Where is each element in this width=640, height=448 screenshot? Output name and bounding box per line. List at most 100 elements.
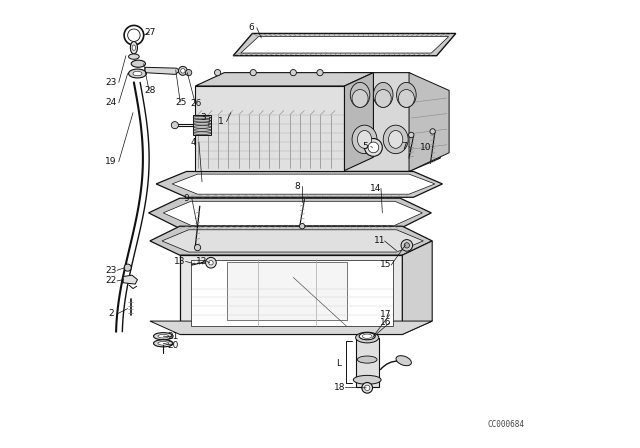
Ellipse shape — [396, 356, 412, 366]
Circle shape — [186, 69, 192, 76]
Ellipse shape — [193, 116, 211, 119]
Text: L: L — [336, 359, 341, 368]
Text: 12: 12 — [196, 257, 207, 266]
Polygon shape — [344, 73, 440, 172]
Circle shape — [362, 383, 372, 393]
Circle shape — [209, 260, 213, 265]
Ellipse shape — [158, 334, 168, 338]
Ellipse shape — [193, 125, 211, 128]
Text: 13: 13 — [175, 257, 186, 266]
Circle shape — [250, 69, 257, 76]
Circle shape — [180, 69, 185, 73]
Polygon shape — [233, 34, 456, 56]
Ellipse shape — [154, 340, 173, 347]
Text: 20: 20 — [168, 340, 179, 349]
Text: 23: 23 — [105, 266, 116, 275]
Circle shape — [205, 258, 216, 268]
Circle shape — [214, 69, 221, 76]
Circle shape — [365, 138, 382, 156]
Polygon shape — [172, 174, 435, 194]
Text: 4: 4 — [190, 138, 196, 146]
Text: 15: 15 — [380, 260, 392, 269]
Polygon shape — [124, 275, 138, 284]
Polygon shape — [150, 321, 432, 334]
Text: 6: 6 — [248, 23, 254, 32]
Circle shape — [404, 243, 410, 248]
Polygon shape — [403, 241, 432, 334]
Ellipse shape — [350, 82, 370, 108]
Text: 10: 10 — [420, 143, 432, 152]
Polygon shape — [227, 262, 347, 320]
Ellipse shape — [154, 332, 173, 340]
Circle shape — [401, 240, 413, 251]
Ellipse shape — [133, 71, 142, 76]
Circle shape — [365, 385, 370, 391]
Text: 21: 21 — [168, 332, 179, 341]
Ellipse shape — [129, 54, 140, 59]
Ellipse shape — [352, 125, 377, 154]
Polygon shape — [180, 255, 403, 334]
Circle shape — [172, 121, 179, 129]
Ellipse shape — [353, 375, 381, 384]
Text: 19: 19 — [105, 157, 116, 166]
Polygon shape — [241, 37, 449, 53]
Ellipse shape — [359, 332, 375, 340]
Text: 16: 16 — [380, 319, 392, 327]
Circle shape — [368, 142, 379, 153]
Circle shape — [317, 69, 323, 76]
Ellipse shape — [357, 130, 372, 148]
Polygon shape — [148, 198, 431, 228]
Ellipse shape — [193, 122, 211, 125]
Polygon shape — [191, 260, 394, 327]
Text: 17: 17 — [380, 310, 392, 319]
Circle shape — [430, 129, 435, 134]
Text: 23: 23 — [105, 78, 116, 87]
Ellipse shape — [193, 129, 211, 131]
Circle shape — [124, 264, 131, 271]
Ellipse shape — [131, 60, 145, 67]
Ellipse shape — [397, 82, 416, 108]
Polygon shape — [195, 73, 373, 86]
Circle shape — [124, 26, 144, 45]
Text: 14: 14 — [370, 184, 381, 193]
Ellipse shape — [375, 90, 391, 108]
Text: 22: 22 — [105, 276, 116, 285]
Ellipse shape — [362, 334, 372, 338]
Polygon shape — [163, 201, 422, 225]
Ellipse shape — [357, 356, 377, 363]
Text: 18: 18 — [334, 383, 346, 392]
Ellipse shape — [373, 82, 393, 108]
Circle shape — [408, 132, 414, 138]
Text: 9: 9 — [184, 194, 189, 202]
Ellipse shape — [388, 130, 403, 148]
Ellipse shape — [356, 332, 379, 343]
Text: CC000684: CC000684 — [488, 420, 525, 429]
Ellipse shape — [352, 90, 368, 108]
Text: 25: 25 — [175, 98, 187, 107]
Text: 24: 24 — [105, 99, 116, 108]
Polygon shape — [150, 226, 432, 255]
Text: 27: 27 — [144, 28, 156, 37]
Text: 2: 2 — [108, 310, 113, 319]
Polygon shape — [144, 67, 180, 74]
Polygon shape — [193, 115, 211, 135]
Polygon shape — [409, 73, 449, 172]
Polygon shape — [344, 73, 373, 171]
Text: 7: 7 — [401, 142, 406, 151]
Circle shape — [127, 29, 140, 42]
Text: 8: 8 — [294, 181, 300, 191]
Text: 5: 5 — [362, 142, 368, 151]
Polygon shape — [356, 337, 379, 387]
Text: 3: 3 — [200, 112, 206, 122]
Circle shape — [179, 66, 188, 75]
Circle shape — [300, 224, 305, 229]
Ellipse shape — [383, 125, 408, 154]
Ellipse shape — [132, 45, 136, 50]
Ellipse shape — [398, 90, 414, 108]
Ellipse shape — [158, 341, 168, 345]
Text: 26: 26 — [191, 99, 202, 108]
Ellipse shape — [129, 69, 147, 78]
Polygon shape — [162, 230, 423, 252]
Polygon shape — [195, 86, 344, 171]
Circle shape — [195, 245, 201, 251]
